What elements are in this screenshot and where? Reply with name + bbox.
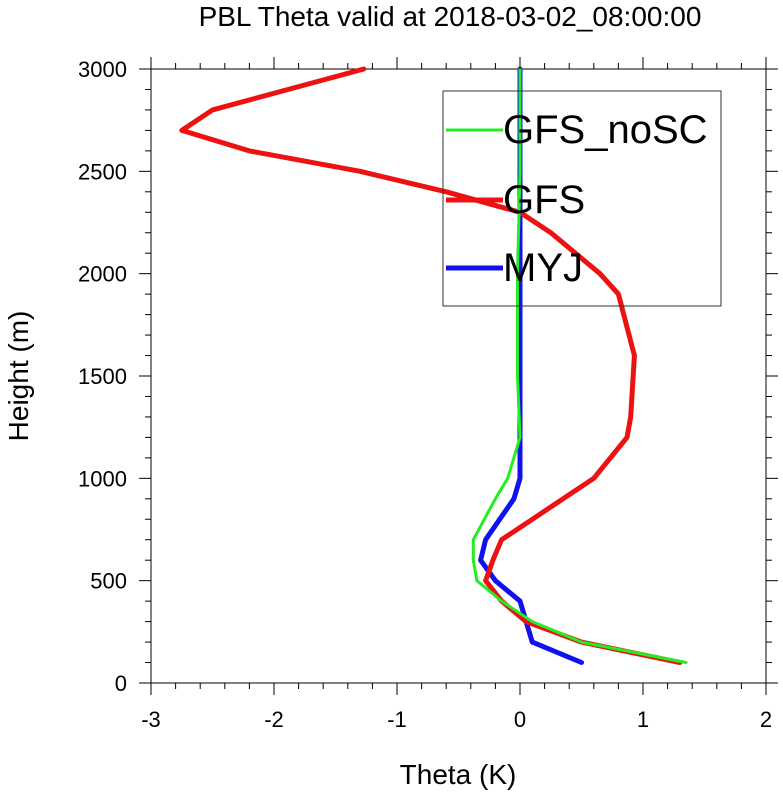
chart-title: PBL Theta valid at 2018-03-02_08:00:00 (199, 1, 702, 32)
series-layer (179, 66, 688, 665)
legend: GFS_noSC GFS MYJ (442, 90, 722, 307)
y-tick-label: 1000 (78, 466, 127, 491)
x-tick-label: 1 (637, 707, 649, 732)
y-tick-label: 500 (90, 569, 127, 594)
legend-label: GFS_noSC (503, 108, 708, 152)
x-tick-label: 0 (514, 707, 526, 732)
legend-box (442, 90, 722, 307)
y-tick-label: 3000 (78, 57, 127, 82)
x-tick-label: 2 (760, 707, 772, 732)
x-tick-label: -1 (387, 707, 407, 732)
legend-label: GFS (503, 178, 585, 222)
series-line-gfs (179, 66, 683, 665)
legend-label: MYJ (503, 246, 583, 290)
y-tick-label: 2000 (78, 262, 127, 287)
x-axis-ticks: -3 -2 -1 0 1 2 (141, 57, 772, 732)
y-tick-label: 2500 (78, 159, 127, 184)
y-axis-label: Height (m) (3, 311, 34, 442)
plot-frame (150, 68, 767, 684)
y-tick-label: 1500 (78, 364, 127, 389)
series-line-gfs-nosc (471, 67, 688, 664)
x-axis-label: Theta (K) (400, 759, 517, 790)
y-tick-label: 0 (115, 671, 127, 696)
x-tick-label: -3 (141, 707, 161, 732)
plot-area (150, 68, 767, 684)
y-axis-ticks: 0 500 1000 1500 2000 2500 3000 (78, 57, 778, 696)
series-line-myj (478, 66, 584, 665)
x-tick-label: -2 (264, 707, 284, 732)
